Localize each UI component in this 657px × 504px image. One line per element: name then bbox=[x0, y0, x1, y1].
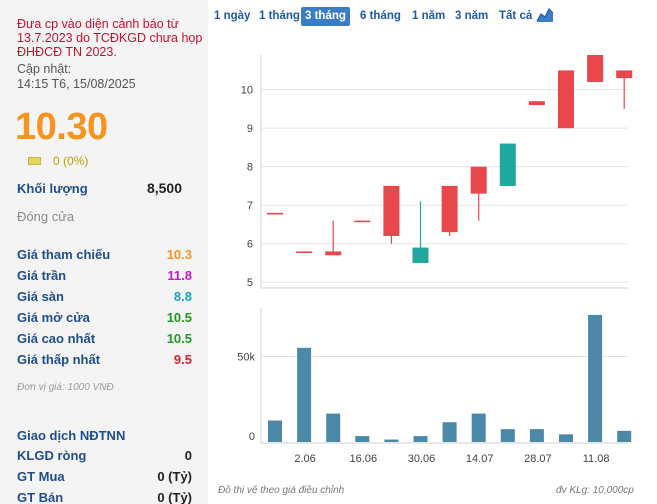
price-change: 0 (0%) bbox=[53, 154, 89, 168]
tab-period[interactable]: 3 tháng bbox=[301, 7, 350, 26]
update-label: Cập nhật: bbox=[17, 62, 72, 76]
foreign-net-volume-label: KLGD ròng bbox=[17, 448, 87, 463]
volume-bar bbox=[471, 413, 486, 442]
volume-tick-label: 50k bbox=[237, 351, 255, 363]
foreign-buy-value: 0 (Tỷ) bbox=[157, 469, 192, 484]
foreign-sell-label: GT Bán bbox=[17, 490, 64, 504]
volume-bar bbox=[559, 434, 573, 442]
volume-bar bbox=[617, 430, 632, 442]
stat-value: 8.8 bbox=[173, 289, 192, 304]
candle-body bbox=[412, 247, 429, 263]
volume-value: 8,500 bbox=[146, 180, 182, 196]
candle-body bbox=[499, 143, 516, 186]
price-tick-label: 6 bbox=[247, 239, 253, 251]
candle-body bbox=[383, 185, 400, 237]
candle-body bbox=[354, 220, 371, 223]
candle-body bbox=[441, 185, 458, 233]
stat-label: Giá tham chiếu bbox=[17, 247, 111, 262]
volume-bar bbox=[297, 347, 312, 442]
date-tick-label: 14.07 bbox=[466, 453, 494, 465]
price-tick-label: 7 bbox=[247, 200, 253, 212]
candle-body bbox=[267, 212, 283, 215]
candle-body bbox=[528, 101, 545, 106]
foreign-buy-label: GT Mua bbox=[17, 469, 65, 484]
stat-label: Giá sàn bbox=[17, 289, 64, 304]
update-timestamp: 14:15 T6, 15/08/2025 bbox=[17, 77, 136, 91]
candle-body bbox=[558, 70, 574, 129]
price-tick-label: 10 bbox=[241, 85, 253, 97]
volume-bar bbox=[413, 436, 428, 442]
volume-bar bbox=[500, 429, 515, 442]
stat-value: 10.3 bbox=[166, 247, 192, 262]
stat-value: 11.8 bbox=[167, 268, 192, 283]
tab-period[interactable]: 1 năm bbox=[412, 10, 446, 22]
candle-body bbox=[587, 55, 604, 82]
candle-body bbox=[325, 251, 342, 256]
date-tick-label: 30.06 bbox=[408, 453, 436, 465]
price-tick-label: 8 bbox=[247, 162, 253, 174]
stat-label: Giá trần bbox=[17, 268, 67, 283]
tab-period[interactable]: 1 tháng bbox=[259, 10, 300, 22]
area-chart-icon[interactable] bbox=[536, 6, 554, 24]
price-tick-label: 5 bbox=[247, 277, 253, 289]
warning-notice: Đưa cp vào diện cảnh báo từ 13.7.2023 do… bbox=[17, 17, 203, 59]
unit-note: Đơn vị giá: 1000 VNĐ bbox=[17, 382, 114, 393]
date-tick-label: 2.06 bbox=[294, 453, 315, 465]
tab-period[interactable]: Tất cả bbox=[499, 10, 533, 22]
volume-bar bbox=[588, 314, 603, 442]
stat-value: 10.5 bbox=[166, 331, 192, 346]
tab-period[interactable]: 6 tháng bbox=[360, 10, 401, 22]
stat-value: 9.5 bbox=[173, 352, 192, 367]
chart-footnote: Đồ thị vẽ theo giá điều chỉnh bbox=[218, 485, 345, 496]
volume-bar bbox=[268, 420, 282, 442]
volume-tick-label: 0 bbox=[249, 431, 255, 443]
stat-label: Giá cao nhất bbox=[17, 331, 96, 346]
stat-value: 10.5 bbox=[166, 310, 192, 325]
unchanged-icon bbox=[28, 157, 41, 165]
candle-body bbox=[470, 166, 487, 194]
volume-bar bbox=[529, 429, 544, 442]
volume-bar bbox=[326, 413, 341, 442]
tab-period[interactable]: 1 ngày bbox=[214, 10, 251, 22]
candle-body bbox=[296, 251, 313, 254]
current-price: 10.30 bbox=[15, 106, 108, 148]
volume-bar bbox=[384, 439, 399, 442]
foreign-sell-value: 0 (Tỷ) bbox=[157, 490, 192, 504]
tab-period[interactable]: 3 năm bbox=[455, 10, 489, 22]
stat-label: Giá mở cửa bbox=[17, 310, 90, 325]
date-tick-label: 11.08 bbox=[583, 453, 610, 465]
candle-body bbox=[616, 70, 633, 79]
volume-bar bbox=[355, 436, 370, 442]
date-tick-label: 16.06 bbox=[350, 453, 378, 465]
volume-unit-note: đv KLg: 10,000cp bbox=[556, 485, 634, 496]
date-tick-label: 28.07 bbox=[524, 453, 552, 465]
volume-label: Khối lượng bbox=[17, 181, 88, 196]
price-volume-chart: 5 6 7 8 9 10 0 50k 2.06 16.06 30.06 14.07 28.07 11.… bbox=[237, 55, 633, 465]
price-tick-label: 9 bbox=[247, 123, 253, 135]
stat-label: Giá thấp nhất bbox=[17, 352, 101, 367]
foreign-net-volume-value: 0 bbox=[184, 448, 192, 463]
foreign-trading-title: Giao dịch NĐTNN bbox=[17, 428, 126, 443]
close-label: Đóng cửa bbox=[17, 209, 75, 224]
volume-bar bbox=[442, 422, 457, 442]
stock-info-panel: Đưa cp vào diện cảnh báo từ 13.7.2023 do… bbox=[0, 0, 208, 504]
